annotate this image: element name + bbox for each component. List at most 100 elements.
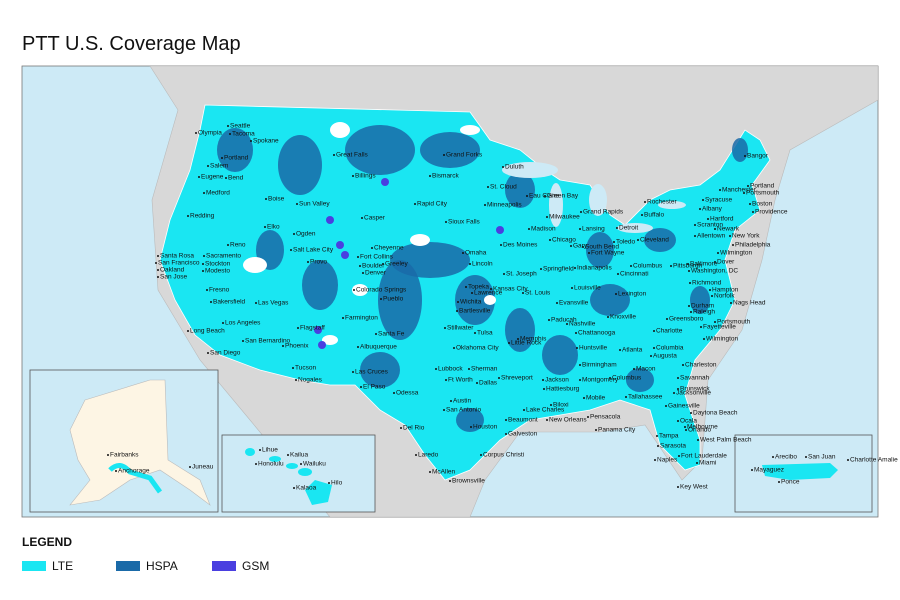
city-dot: [847, 459, 849, 461]
city-label: Portland: [224, 155, 249, 162]
city-label: Laredo: [418, 452, 439, 459]
city-dot: [616, 227, 618, 229]
city-label: Kansas City: [493, 286, 528, 293]
city-label: San Juan: [808, 454, 836, 461]
city-label: Stillwater: [447, 325, 474, 332]
city-label: Jacksonville: [676, 390, 711, 397]
city-dot: [689, 282, 691, 284]
city-label: Redding: [190, 213, 215, 220]
city-label: Reno: [230, 242, 246, 249]
city-label: Anchorage: [118, 468, 150, 475]
city-label: Allentown: [697, 233, 726, 240]
city-dot: [292, 367, 294, 369]
city-dot: [665, 405, 667, 407]
city-dot: [656, 435, 658, 437]
city-dot: [198, 176, 200, 178]
no-coverage: [410, 234, 430, 246]
city-label: Greeley: [385, 261, 409, 268]
city-label: Fresno: [209, 287, 230, 294]
city-dot: [682, 364, 684, 366]
city-label: Fort Wayne: [591, 250, 625, 257]
city-label: Bend: [228, 175, 244, 182]
city-label: San Bernardino: [245, 338, 291, 345]
city-dot: [677, 486, 679, 488]
city-label: Milwaukee: [549, 214, 580, 221]
gsm-area: [381, 178, 389, 186]
city-label: New York: [732, 233, 760, 240]
city-dot: [508, 342, 510, 344]
city-label: Casper: [364, 215, 386, 222]
gsm-area: [314, 326, 322, 334]
city-dot: [255, 302, 257, 304]
legend-swatch: [212, 561, 236, 571]
city-label: Juneau: [192, 464, 214, 471]
city-dot: [471, 292, 473, 294]
city-label: San Diego: [210, 350, 241, 357]
city-dot: [445, 379, 447, 381]
city-dot: [361, 217, 363, 219]
city-label: Orlando: [688, 427, 712, 434]
city-label: Melbourne: [687, 424, 718, 431]
city-label: Fayetteville: [703, 324, 736, 331]
no-coverage: [322, 335, 338, 345]
city-label: Kalaoa: [296, 485, 317, 492]
city-label: Chicago: [552, 237, 576, 244]
city-dot: [380, 298, 382, 300]
city-dot: [157, 269, 159, 271]
city-dot: [625, 396, 627, 398]
city-label: Madison: [531, 226, 556, 233]
city-label: Kailua: [290, 452, 308, 459]
city-label: Bangor: [747, 153, 769, 160]
city-dot: [375, 333, 377, 335]
city-label: Hampton: [712, 287, 739, 294]
city-dot: [575, 332, 577, 334]
city-dot: [353, 289, 355, 291]
city-dot: [703, 338, 705, 340]
city-label: Rochester: [647, 199, 677, 206]
city-label: Fort Collins: [360, 254, 394, 261]
city-label: Knoxville: [610, 314, 636, 321]
city-dot: [743, 192, 745, 194]
city-label: Topeka: [468, 284, 489, 291]
city-dot: [490, 288, 492, 290]
city-dot: [588, 252, 590, 254]
city-dot: [666, 318, 668, 320]
city-dot: [449, 480, 451, 482]
city-label: Columbia: [656, 345, 684, 352]
city-label: Lihue: [262, 447, 278, 454]
hawaii-islands: [245, 448, 332, 505]
city-label: Atlanta: [622, 347, 643, 354]
city-dot: [548, 319, 550, 321]
city-dot: [702, 199, 704, 201]
city-label: Provo: [310, 259, 327, 266]
hspa-area: [455, 275, 495, 325]
city-dot: [751, 469, 753, 471]
city-dot: [617, 273, 619, 275]
city-dot: [687, 263, 689, 265]
gsm-area: [341, 251, 349, 259]
city-label: Evansville: [559, 300, 589, 307]
city-label: Nashville: [569, 321, 596, 328]
city-dot: [362, 272, 364, 274]
city-label: Galveston: [508, 431, 538, 438]
hspa-area: [217, 128, 253, 172]
city-label: Cheyenne: [374, 245, 404, 252]
city-dot: [157, 276, 159, 278]
city-label: Albuquerque: [360, 344, 397, 351]
city-label: Lawrence: [474, 290, 503, 297]
legend-label: GSM: [242, 559, 269, 573]
city-dot: [352, 175, 354, 177]
city-dot: [227, 244, 229, 246]
city-dot: [696, 462, 698, 464]
city-label: Denver: [365, 270, 387, 277]
city-label: Pueblo: [383, 296, 404, 303]
city-dot: [157, 255, 159, 257]
city-dot: [717, 252, 719, 254]
hspa-area: [345, 125, 415, 175]
city-dot: [474, 332, 476, 334]
city-label: Eugene: [201, 174, 224, 181]
city-dot: [587, 416, 589, 418]
city-dot: [382, 263, 384, 265]
hspa-area: [690, 286, 710, 314]
city-dot: [502, 166, 504, 168]
